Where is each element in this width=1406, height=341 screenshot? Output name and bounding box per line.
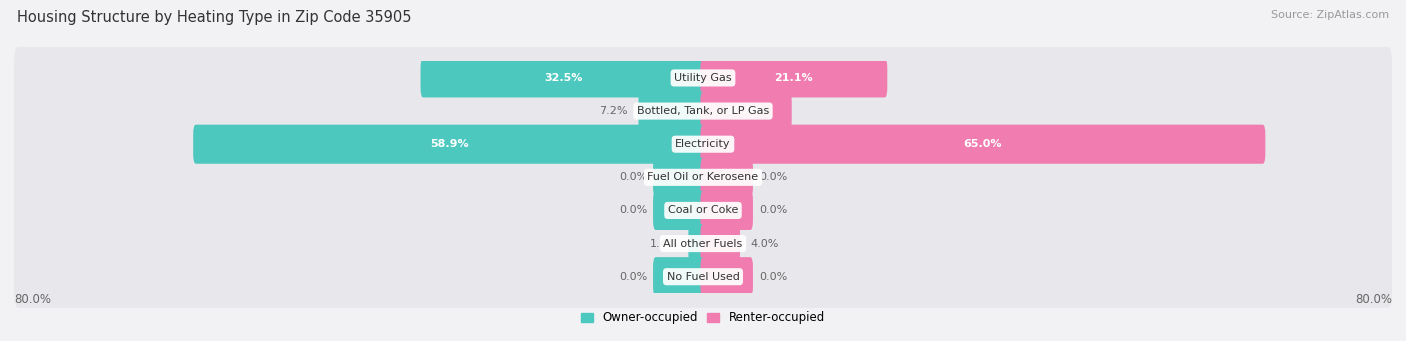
Legend: Owner-occupied, Renter-occupied: Owner-occupied, Renter-occupied (576, 307, 830, 329)
Text: 0.0%: 0.0% (619, 172, 647, 182)
Text: 65.0%: 65.0% (963, 139, 1002, 149)
Text: All other Fuels: All other Fuels (664, 239, 742, 249)
FancyBboxPatch shape (700, 191, 754, 230)
FancyBboxPatch shape (689, 224, 706, 263)
FancyBboxPatch shape (14, 146, 1392, 208)
Text: 4.0%: 4.0% (751, 239, 779, 249)
Text: 0.0%: 0.0% (759, 172, 787, 182)
Text: Fuel Oil or Kerosene: Fuel Oil or Kerosene (647, 172, 759, 182)
FancyBboxPatch shape (14, 113, 1392, 175)
FancyBboxPatch shape (193, 125, 706, 164)
Text: Coal or Coke: Coal or Coke (668, 205, 738, 216)
Text: Source: ZipAtlas.com: Source: ZipAtlas.com (1271, 10, 1389, 20)
Text: 0.0%: 0.0% (759, 272, 787, 282)
Text: 0.0%: 0.0% (759, 205, 787, 216)
FancyBboxPatch shape (700, 158, 754, 197)
FancyBboxPatch shape (652, 158, 706, 197)
FancyBboxPatch shape (700, 91, 792, 131)
Text: 10.0%: 10.0% (727, 106, 765, 116)
Text: 0.0%: 0.0% (619, 205, 647, 216)
Text: Housing Structure by Heating Type in Zip Code 35905: Housing Structure by Heating Type in Zip… (17, 10, 412, 25)
FancyBboxPatch shape (700, 58, 887, 98)
FancyBboxPatch shape (652, 257, 706, 296)
Text: 80.0%: 80.0% (14, 293, 51, 306)
FancyBboxPatch shape (14, 47, 1392, 109)
FancyBboxPatch shape (638, 91, 706, 131)
FancyBboxPatch shape (14, 212, 1392, 275)
FancyBboxPatch shape (14, 179, 1392, 241)
Text: 58.9%: 58.9% (430, 139, 468, 149)
Text: 80.0%: 80.0% (1355, 293, 1392, 306)
Text: Bottled, Tank, or LP Gas: Bottled, Tank, or LP Gas (637, 106, 769, 116)
FancyBboxPatch shape (14, 246, 1392, 308)
FancyBboxPatch shape (700, 125, 1265, 164)
Text: Electricity: Electricity (675, 139, 731, 149)
Text: 0.0%: 0.0% (619, 272, 647, 282)
FancyBboxPatch shape (700, 257, 754, 296)
FancyBboxPatch shape (420, 58, 706, 98)
Text: 21.1%: 21.1% (775, 73, 813, 83)
FancyBboxPatch shape (14, 80, 1392, 142)
FancyBboxPatch shape (652, 191, 706, 230)
Text: 7.2%: 7.2% (599, 106, 628, 116)
FancyBboxPatch shape (700, 224, 740, 263)
Text: No Fuel Used: No Fuel Used (666, 272, 740, 282)
Text: 1.4%: 1.4% (650, 239, 678, 249)
Text: Utility Gas: Utility Gas (675, 73, 731, 83)
Text: 32.5%: 32.5% (544, 73, 582, 83)
